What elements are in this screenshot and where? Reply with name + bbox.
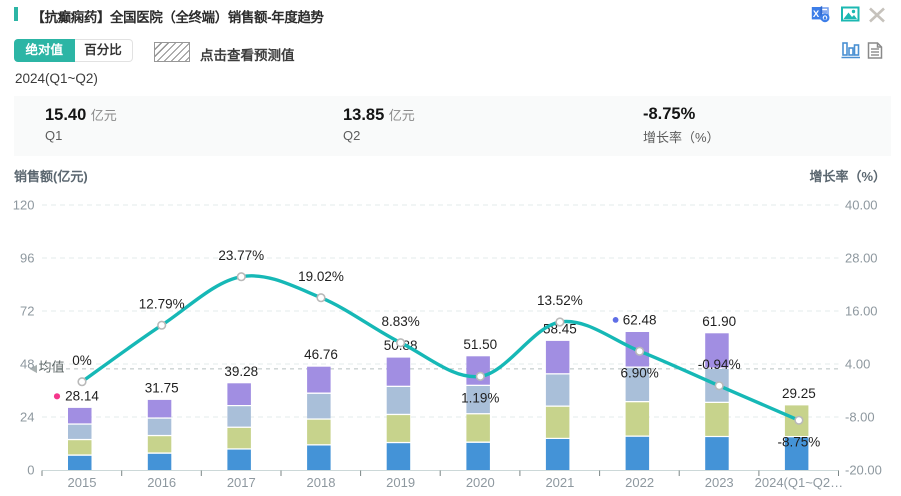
svg-text:31.75: 31.75 — [145, 380, 179, 395]
svg-text:51.50: 51.50 — [463, 337, 497, 352]
svg-text:6.90%: 6.90% — [620, 365, 658, 380]
svg-text:19.02%: 19.02% — [298, 269, 344, 284]
svg-text:40.00: 40.00 — [845, 198, 878, 213]
svg-text:2022: 2022 — [625, 475, 654, 490]
svg-text:4.00: 4.00 — [845, 357, 870, 372]
svg-text:23.77%: 23.77% — [218, 248, 264, 263]
svg-text:2019: 2019 — [386, 475, 415, 490]
svg-text:46.76: 46.76 — [304, 347, 338, 362]
svg-text:28.14: 28.14 — [65, 388, 99, 403]
svg-text:12.79%: 12.79% — [139, 296, 185, 311]
svg-text:X: X — [813, 9, 820, 20]
svg-text:0%: 0% — [72, 353, 92, 368]
svg-text:1.19%: 1.19% — [461, 391, 499, 406]
svg-text:13.52%: 13.52% — [537, 293, 583, 308]
svg-text:24: 24 — [20, 410, 34, 425]
svg-text:2020: 2020 — [466, 475, 495, 490]
svg-text:0: 0 — [27, 463, 34, 478]
svg-text:61.90: 61.90 — [702, 314, 736, 329]
svg-text:62.48: 62.48 — [623, 313, 657, 328]
svg-text:72: 72 — [20, 304, 34, 319]
svg-text:2023: 2023 — [705, 475, 734, 490]
svg-text:39.28: 39.28 — [224, 364, 258, 379]
svg-text:28.00: 28.00 — [845, 251, 878, 266]
svg-text:-0.94%: -0.94% — [698, 357, 741, 372]
svg-text:-8.75%: -8.75% — [778, 435, 821, 450]
svg-text:120: 120 — [13, 198, 35, 213]
svg-text:2018: 2018 — [307, 475, 336, 490]
svg-text:16.00: 16.00 — [845, 304, 878, 319]
svg-text:96: 96 — [20, 251, 34, 266]
svg-text:-8.00: -8.00 — [845, 410, 875, 425]
svg-text:2016: 2016 — [147, 475, 176, 490]
svg-text:8.83%: 8.83% — [381, 314, 419, 329]
svg-text:均值: 均值 — [39, 360, 65, 375]
svg-text:48: 48 — [20, 357, 34, 372]
svg-text:2024(Q1~Q2…: 2024(Q1~Q2… — [755, 475, 844, 490]
svg-text:29.25: 29.25 — [782, 386, 816, 401]
svg-text:2015: 2015 — [68, 475, 97, 490]
svg-text:2017: 2017 — [227, 475, 256, 490]
svg-text:2021: 2021 — [545, 475, 574, 490]
svg-text:-20.00: -20.00 — [845, 463, 882, 478]
